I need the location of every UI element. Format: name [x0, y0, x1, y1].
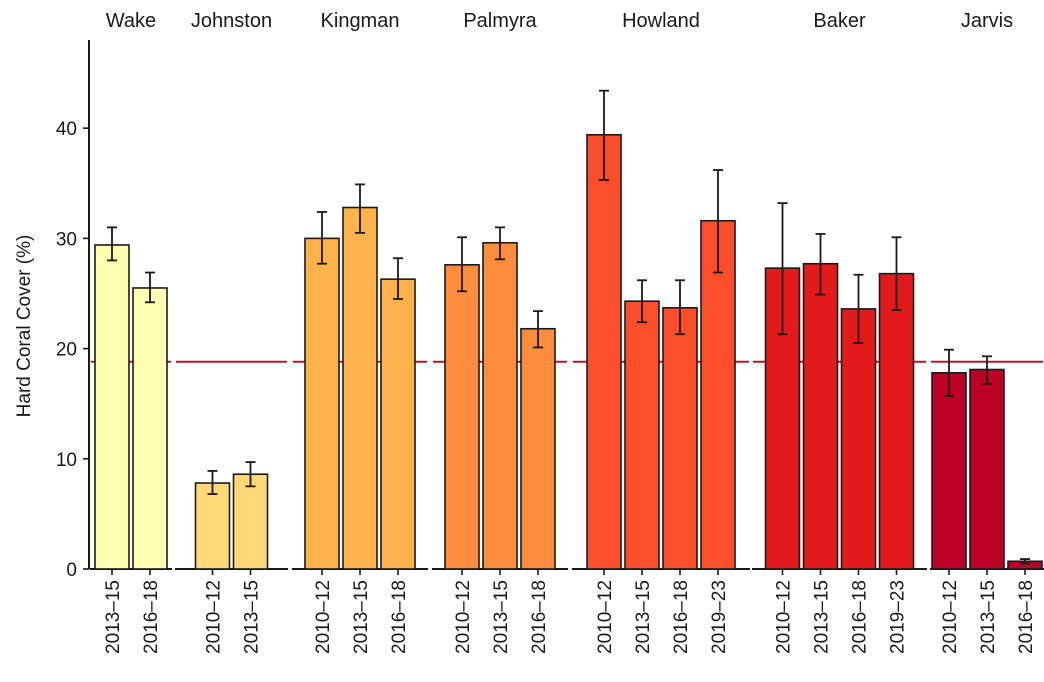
x-tick-label: 2013–15: [351, 580, 372, 654]
facet-baker: Baker 2010–12 2013–15 2016–18 2019–23: [752, 10, 927, 654]
x-tick-label: 2013–15: [103, 580, 124, 654]
bar: [132, 287, 168, 570]
facet-wake: Wake 2013–15 2016–18: [90, 10, 172, 654]
error-bar: [245, 461, 256, 488]
y-tick-label: 40: [56, 119, 77, 140]
bar: [840, 308, 877, 570]
error-bar: [599, 89, 609, 181]
x-tick-label: 2016–18: [850, 580, 871, 654]
bar: [624, 300, 660, 570]
x-tick-label: 2010–12: [774, 580, 795, 654]
error-bar: [145, 271, 155, 304]
error-bar: [891, 236, 902, 311]
x-tick-label: 2016–18: [529, 580, 550, 654]
facet-panels: Wake 2013–15 2016–18 Johnston 2010–12 2013–15…: [90, 10, 1044, 654]
error-bar: [944, 348, 954, 397]
y-axis: 0 10 20 30 40: [56, 40, 90, 581]
bar: [700, 219, 736, 570]
facet-howland: Howland 2010–12 2013–15 2016–18 2019–23: [572, 10, 750, 654]
x-tick-label: 2010–12: [595, 580, 616, 654]
error-bar: [853, 273, 864, 344]
x-tick-label: 2013–15: [242, 580, 263, 654]
error-bar: [317, 211, 327, 265]
facet-title: Johnston: [191, 10, 272, 32]
facet-johnston: Johnston 2010–12 2013–15: [175, 10, 288, 654]
bar: [304, 237, 340, 570]
bar: [586, 133, 622, 570]
bar: [194, 482, 231, 570]
error-bar: [982, 355, 992, 385]
bar: [662, 307, 698, 570]
facet-title: Kingman: [321, 10, 400, 32]
x-tick-label: 2016–18: [389, 580, 410, 654]
bar: [969, 368, 1005, 570]
facet-title: Palmyra: [463, 10, 537, 32]
error-bar: [393, 257, 403, 300]
error-bar: [637, 279, 647, 324]
facet-title: Baker: [813, 10, 866, 32]
error-bar: [355, 183, 365, 234]
error-bar: [495, 226, 505, 261]
x-tick-label: 2013–15: [812, 580, 833, 654]
bar: [94, 244, 130, 570]
y-tick-label: 20: [56, 340, 77, 361]
x-tick-label: 2010–12: [453, 580, 474, 654]
bar: [931, 372, 967, 570]
error-bar: [713, 169, 723, 274]
facet-kingman: Kingman 2010–12 2013–15 2016–18: [292, 10, 428, 654]
y-tick-label: 30: [56, 229, 77, 250]
x-tick-label: 2016–18: [671, 580, 692, 654]
bar: [878, 272, 915, 570]
error-bar: [207, 470, 218, 495]
error-bar: [457, 236, 467, 293]
bar: [342, 206, 378, 570]
y-tick-label: 10: [56, 450, 77, 471]
x-tick-label: 2013–15: [633, 580, 654, 654]
x-tick-label: 2010–12: [940, 580, 961, 654]
bar: [380, 278, 416, 570]
error-bar: [1020, 558, 1030, 565]
facet-jarvis: Jarvis 2010–12 2013–15 2016–18: [930, 10, 1044, 654]
facet-title: Howland: [622, 10, 700, 32]
y-tick-label: 0: [66, 560, 77, 581]
facet-title: Jarvis: [961, 10, 1013, 32]
x-tick-label: 2013–15: [491, 580, 512, 654]
x-tick-label: 2019–23: [888, 580, 909, 654]
y-axis-title: Hard Coral Cover (%): [14, 235, 35, 418]
bar: [482, 241, 518, 570]
error-bar: [533, 310, 543, 349]
x-tick-label: 2016–18: [141, 580, 162, 654]
bar: [232, 473, 269, 570]
bar: [802, 262, 839, 570]
x-tick-label: 2016–18: [1016, 580, 1037, 654]
x-tick-label: 2019–23: [709, 580, 730, 654]
error-bar: [777, 202, 788, 336]
x-tick-label: 2010–12: [313, 580, 334, 654]
x-tick-label: 2010–12: [204, 580, 225, 654]
bar: [520, 327, 556, 570]
error-bar: [675, 279, 685, 336]
facet-palmyra: Palmyra 2010–12 2013–15 2016–18: [432, 10, 568, 654]
error-bar: [815, 233, 826, 296]
facet-title: Wake: [106, 10, 156, 32]
bar: [444, 264, 480, 570]
x-tick-label: 2013–15: [978, 580, 999, 654]
error-bar: [107, 226, 117, 262]
